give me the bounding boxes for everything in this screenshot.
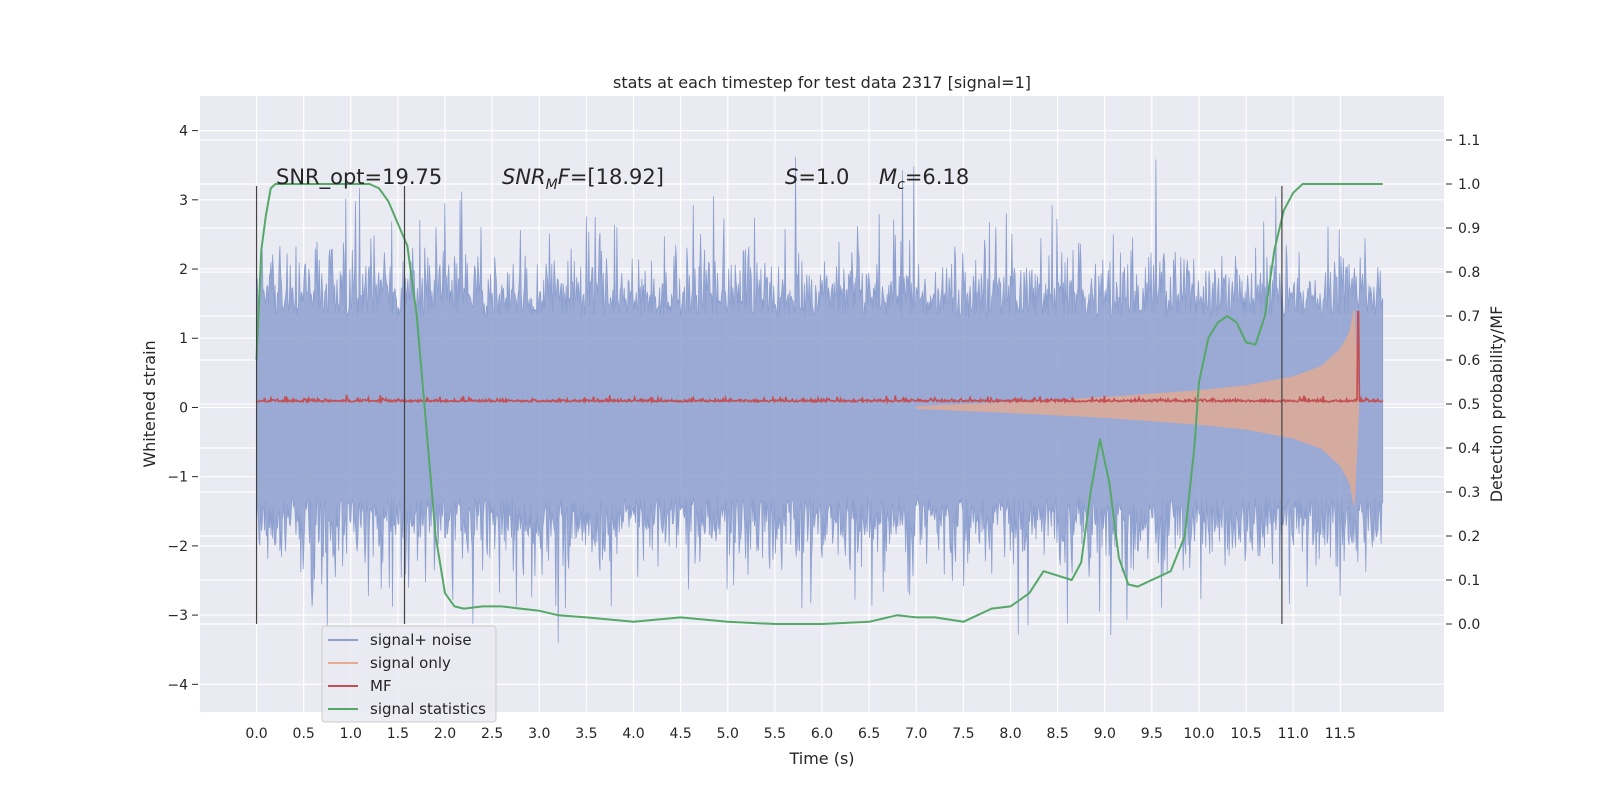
x-tick-label: 4.5	[670, 726, 692, 742]
snr-mf-annotation: SNRMF=[18.92]	[502, 165, 664, 193]
series-signal-statistics	[255, 183, 1383, 625]
s-value: =1.0	[798, 165, 849, 189]
x-tick-label: 4.0	[622, 726, 644, 742]
x-tick-label: 1.5	[387, 726, 409, 742]
mc-symbol: M	[879, 165, 897, 189]
y-right-tick-label: 1.1	[1458, 133, 1480, 149]
y-tick-label: 2	[179, 262, 188, 278]
series-signal-only	[916, 309, 1360, 506]
y-right-tick-label: 0.1	[1458, 573, 1480, 589]
x-axis-label: Time (s)	[788, 749, 854, 768]
y-right-tick-label: 0.2	[1458, 529, 1480, 545]
x-tick-label: 8.5	[1046, 726, 1068, 742]
series-mf	[256, 310, 1384, 405]
x-tick-label: 10.0	[1183, 726, 1214, 742]
x-tick-label: 6.5	[858, 726, 880, 742]
y-right-tick-label: 0.0	[1458, 617, 1480, 633]
y-right-tick-label: 1.0	[1458, 177, 1480, 193]
mc-subscript: c	[897, 177, 905, 193]
snr-mf-symbol: SNR	[502, 165, 546, 189]
legend-label-signal-statistics: signal statistics	[370, 700, 486, 718]
series-signal-noise	[256, 156, 1384, 643]
x-tick-label: 0.5	[293, 726, 315, 742]
y-tick-label: 4	[179, 124, 188, 140]
x-tick-label: 10.5	[1231, 726, 1262, 742]
y-tick-label: −2	[167, 539, 188, 555]
mc-value: =6.18	[905, 165, 969, 189]
snr-opt-annotation: SNR_opt=19.75	[276, 165, 442, 190]
x-tick-label: 7.0	[905, 726, 927, 742]
s-annotation: S=1.0	[785, 165, 849, 189]
legend-box	[321, 625, 497, 723]
y-tick-label: 1	[179, 331, 188, 347]
y-right-tick-label: 0.4	[1458, 441, 1480, 457]
snr-mf-value: =[18.92]	[570, 165, 664, 189]
x-tick-label: 5.0	[717, 726, 739, 742]
x-tick-label: 1.0	[340, 726, 362, 742]
tick-layer: 0.0 0.5 1.0 1.5 2.0 2.5 3.0 3.5 4.0 4.5 5.0 5.5 6.0 6…	[167, 124, 1480, 742]
legend-label-signal-noise: signal+ noise	[370, 631, 472, 649]
y-tick-label: −3	[167, 608, 188, 624]
snr-mf-subscript: M	[546, 177, 558, 193]
x-tick-label: 2.5	[481, 726, 503, 742]
y-tick-label: −1	[167, 470, 188, 486]
y-right-tick-label: 0.5	[1458, 397, 1480, 413]
x-tick-label: 9.5	[1141, 726, 1163, 742]
y-tick-label: 0	[179, 400, 188, 416]
x-tick-label: 3.0	[528, 726, 550, 742]
x-tick-label: 7.5	[952, 726, 974, 742]
y-tick-label: −4	[167, 677, 188, 693]
x-tick-label: 9.0	[1094, 726, 1116, 742]
y-tick-label: 3	[179, 193, 188, 209]
x-tick-label: 11.0	[1278, 726, 1309, 742]
x-tick-label: 2.0	[434, 726, 456, 742]
y-right-tick-label: 0.6	[1458, 353, 1480, 369]
legend-label-signal-only: signal only	[370, 654, 451, 672]
x-tick-label: 0.0	[245, 726, 267, 742]
x-tick-label: 8.0	[999, 726, 1021, 742]
s-symbol: S	[785, 165, 798, 189]
y-right-axis-label: Detection probability/MF	[1487, 306, 1506, 503]
y-right-tick-label: 0.3	[1458, 485, 1480, 501]
y-right-tick-label: 0.8	[1458, 265, 1480, 281]
x-tick-label: 5.5	[764, 726, 786, 742]
y-axis-label: Whitened strain	[140, 340, 159, 467]
y-right-tick-label: 0.9	[1458, 221, 1480, 237]
data-layer	[255, 156, 1384, 643]
x-tick-label: 11.5	[1325, 726, 1356, 742]
snr-mf-italic: F	[558, 165, 571, 189]
x-tick-label: 3.5	[575, 726, 597, 742]
x-tick-label: 6.0	[811, 726, 833, 742]
legend-label-mf: MF	[370, 677, 392, 695]
chart-title: stats at each timestep for test data 231…	[613, 73, 1031, 92]
legend: signal+ noise signal only MF signal stat…	[321, 625, 497, 723]
mc-annotation: Mc=6.18	[879, 165, 969, 193]
y-right-tick-label: 0.7	[1458, 309, 1480, 325]
